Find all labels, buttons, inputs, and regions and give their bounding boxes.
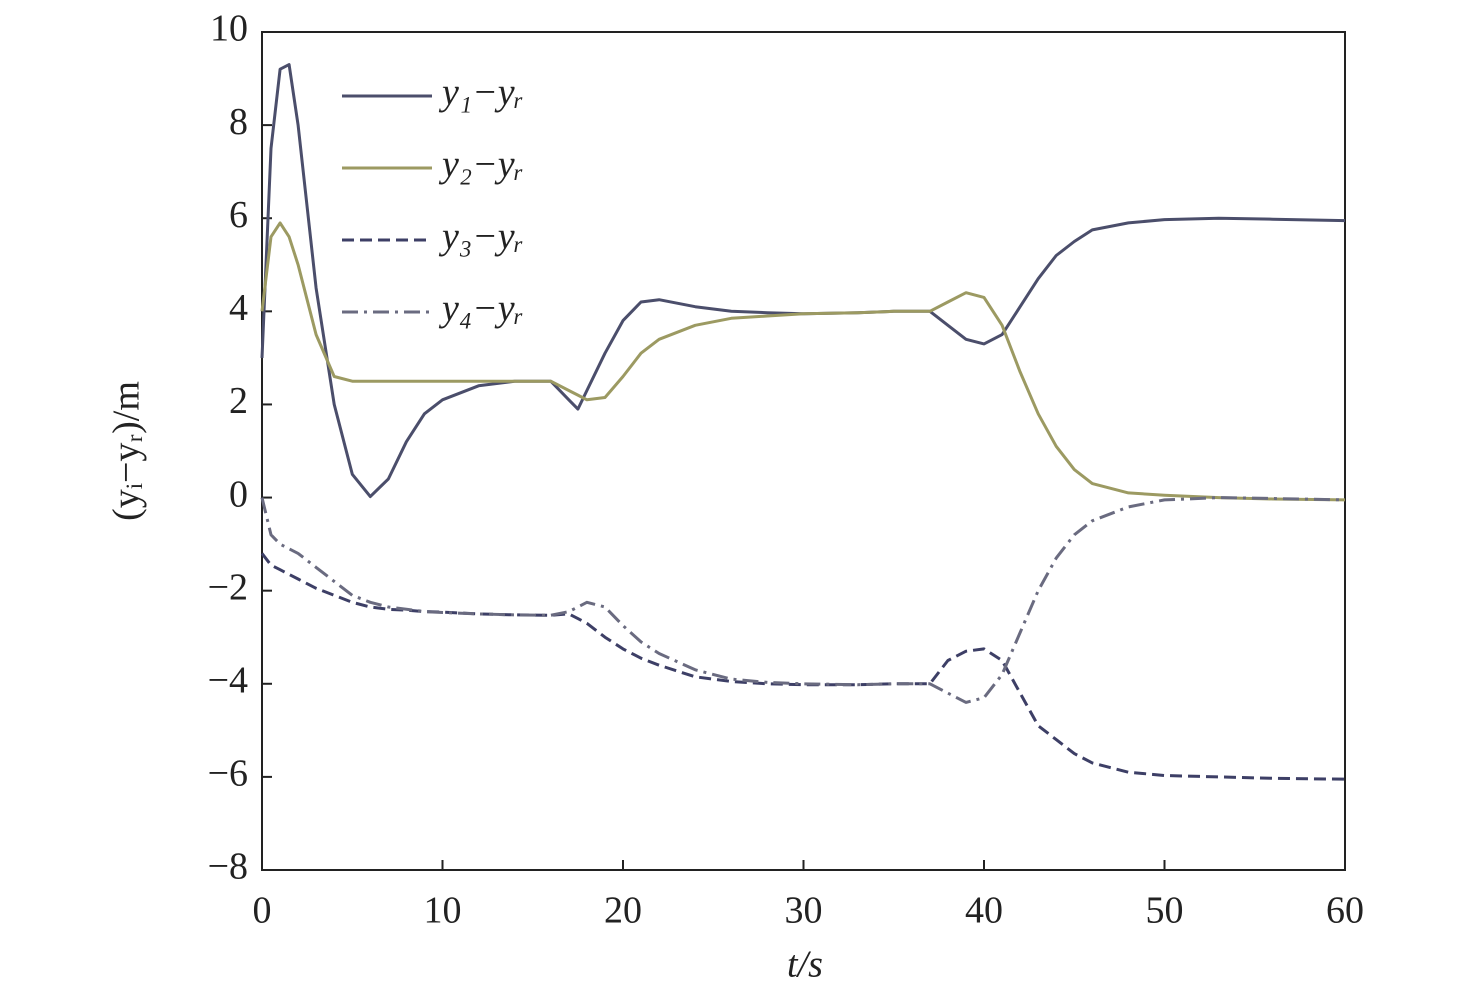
x-tick-label: 30	[785, 890, 823, 932]
y-tick-label: −4	[208, 659, 248, 701]
x-tick-label: 20	[604, 890, 642, 932]
y-axis-label: (yᵢ−yᵣ)/m	[106, 381, 148, 521]
series-line	[260, 496, 1346, 704]
x-tick-label: 50	[1146, 890, 1184, 932]
x-tick-label: 10	[424, 890, 462, 932]
legend-label: y₃−yᵣ	[438, 216, 524, 258]
y-tick-label: 4	[229, 287, 248, 329]
series-line	[260, 63, 1346, 499]
x-tick-label: 60	[1326, 890, 1364, 932]
y-tick-label: 8	[229, 101, 248, 143]
y-tick-label: −6	[208, 753, 248, 795]
series-line	[260, 221, 1346, 502]
y-tick-label: 0	[229, 473, 248, 515]
legend-label: y₄−yᵣ	[438, 288, 524, 330]
y-tick-label: −2	[208, 566, 248, 608]
legend-label: y₁−yᵣ	[438, 72, 524, 114]
y-tick-label: 2	[229, 380, 248, 422]
y-tick-label: 6	[229, 194, 248, 236]
x-axis-label: t/s	[787, 944, 823, 986]
x-tick-label: 0	[253, 890, 272, 932]
y-tick-label: 10	[210, 8, 248, 50]
y-tick-label: −8	[208, 846, 248, 888]
series-line	[260, 552, 1346, 781]
x-tick-label: 40	[965, 890, 1003, 932]
legend-label: y₂−yᵣ	[438, 144, 524, 186]
plot-frame	[261, 31, 1346, 871]
